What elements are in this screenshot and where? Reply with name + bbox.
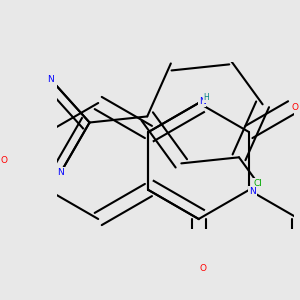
- Text: O: O: [200, 264, 207, 273]
- Text: O: O: [0, 156, 7, 165]
- Text: Cl: Cl: [253, 178, 262, 188]
- Text: N: N: [249, 187, 256, 196]
- Text: N: N: [47, 75, 54, 84]
- Text: N: N: [57, 168, 64, 177]
- Text: O: O: [292, 103, 298, 112]
- Text: H: H: [204, 93, 209, 102]
- Text: N: N: [199, 97, 206, 106]
